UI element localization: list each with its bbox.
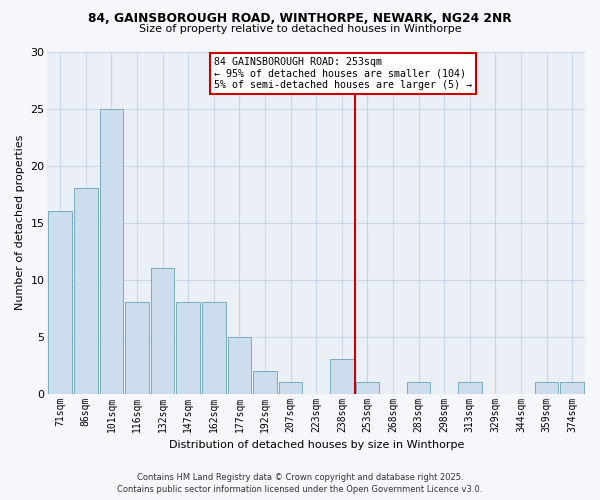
Bar	[202, 302, 226, 394]
Bar	[407, 382, 430, 394]
Bar	[227, 336, 251, 394]
Bar	[356, 382, 379, 394]
Bar	[74, 188, 98, 394]
Text: Contains HM Land Registry data © Crown copyright and database right 2025.
Contai: Contains HM Land Registry data © Crown c…	[118, 472, 482, 494]
Text: 84, GAINSBOROUGH ROAD, WINTHORPE, NEWARK, NG24 2NR: 84, GAINSBOROUGH ROAD, WINTHORPE, NEWARK…	[88, 12, 512, 26]
Bar	[535, 382, 559, 394]
Bar	[49, 211, 72, 394]
Text: Size of property relative to detached houses in Winthorpe: Size of property relative to detached ho…	[139, 24, 461, 34]
Bar	[253, 371, 277, 394]
X-axis label: Distribution of detached houses by size in Winthorpe: Distribution of detached houses by size …	[169, 440, 464, 450]
Bar	[125, 302, 149, 394]
Bar	[100, 108, 123, 394]
Bar	[560, 382, 584, 394]
Bar	[176, 302, 200, 394]
Bar	[279, 382, 302, 394]
Text: 84 GAINSBOROUGH ROAD: 253sqm
← 95% of detached houses are smaller (104)
5% of se: 84 GAINSBOROUGH ROAD: 253sqm ← 95% of de…	[214, 57, 472, 90]
Y-axis label: Number of detached properties: Number of detached properties	[15, 135, 25, 310]
Bar	[458, 382, 482, 394]
Bar	[330, 360, 353, 394]
Bar	[151, 268, 175, 394]
